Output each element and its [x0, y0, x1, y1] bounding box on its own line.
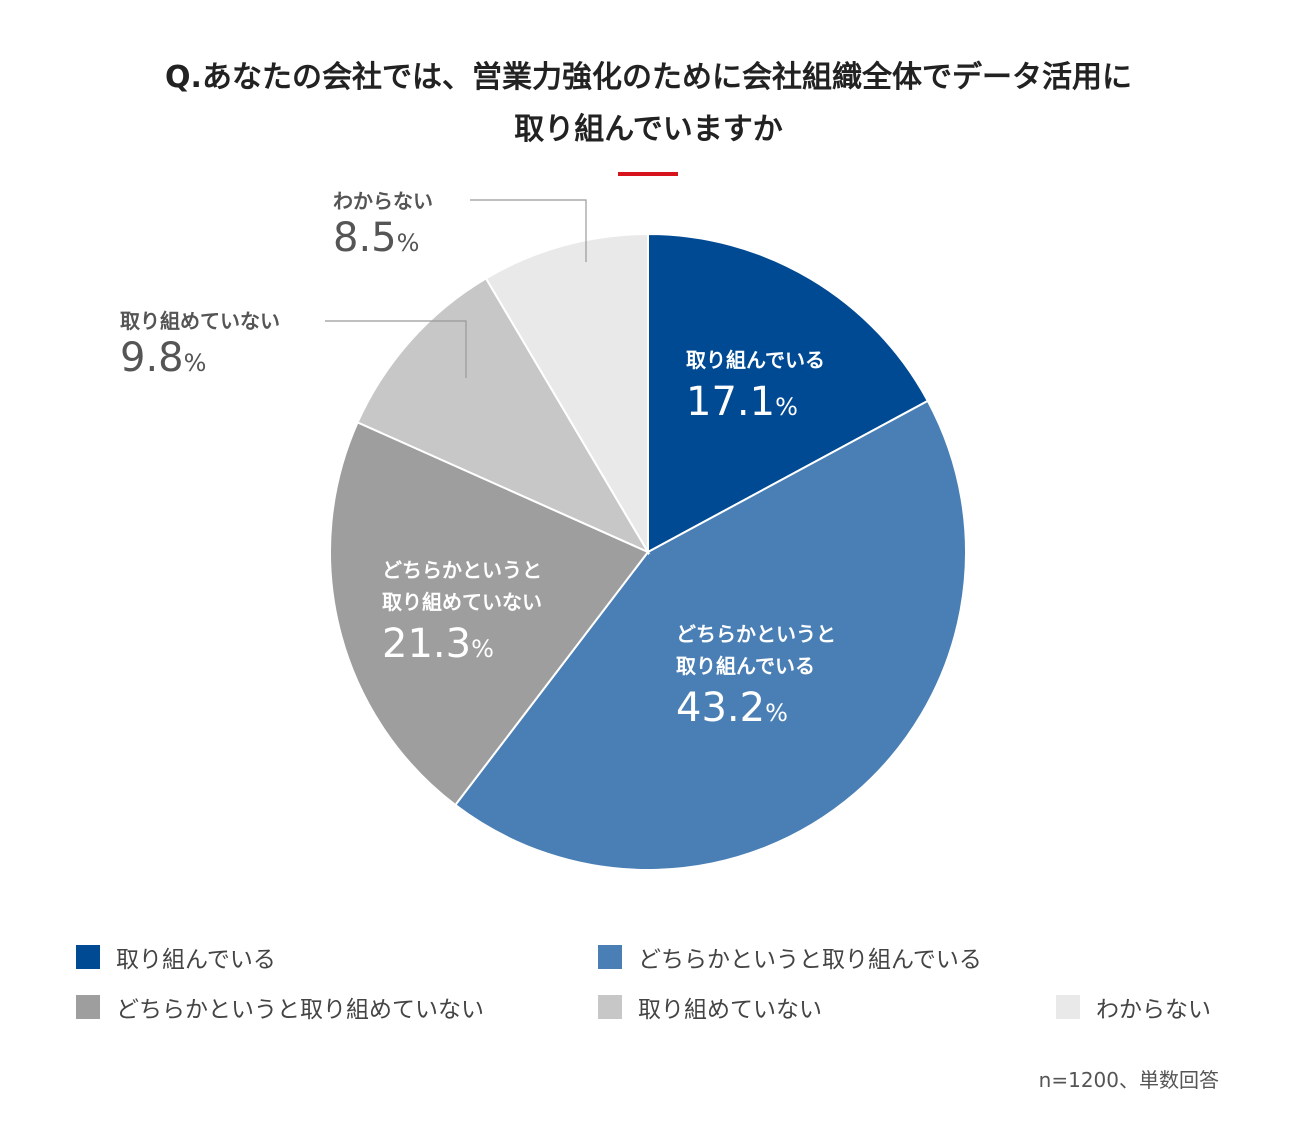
- slice-label-2-value: 21.3%: [382, 621, 494, 667]
- pie-slice-2: [329, 421, 650, 807]
- legend-swatch-4: [1056, 995, 1080, 1019]
- callout-label-4: わからない 8.5%: [333, 188, 433, 267]
- leader-line-4: [470, 199, 587, 262]
- slice-label-2-name-2: 取り組めていない: [382, 590, 542, 614]
- footnote: n=1200、単数回答: [1038, 1068, 1219, 1092]
- pie-slice-0: [647, 232, 930, 554]
- slice-label-0-value: 17.1%: [686, 379, 798, 425]
- pie-slice-1: [453, 399, 967, 871]
- pie-slice-4: [484, 232, 649, 556]
- legend-item-0: 取り組んでいる: [76, 940, 276, 974]
- leader-line-3: [325, 320, 467, 378]
- legend-label-2: どちらかというと取り組めていない: [116, 997, 484, 1023]
- legend-item-4: わからない: [1056, 990, 1211, 1024]
- legend-item-1: どちらかというと取り組んでいる: [598, 940, 982, 974]
- callout-label-4-name: わからない: [333, 189, 433, 213]
- legend-item-3: 取り組めていない: [598, 990, 822, 1024]
- slice-label-1-value: 43.2%: [676, 685, 788, 731]
- title-accent-bar: [618, 172, 678, 176]
- slice-label-1-name-2: 取り組んでいる: [676, 654, 815, 678]
- slice-label-2: どちらかというと 取り組めていない 21.3%: [382, 554, 542, 675]
- legend-swatch-3: [598, 995, 622, 1019]
- legend-label-3: 取り組めていない: [638, 997, 822, 1023]
- legend-swatch-1: [598, 945, 622, 969]
- legend-label-0: 取り組んでいる: [116, 947, 276, 973]
- legend-label-1: どちらかというと取り組んでいる: [638, 947, 982, 973]
- legend-swatch-0: [76, 945, 100, 969]
- chart-title-line-2: 取り組んでいますか: [514, 112, 783, 147]
- legend-swatch-2: [76, 995, 100, 1019]
- chart-title: Q.あなたの会社では、営業力強化のために会社組織全体でデータ活用に 取り組んでい…: [0, 52, 1297, 156]
- callout-label-4-value: 8.5%: [333, 215, 420, 261]
- slice-label-2-name-1: どちらかというと: [382, 558, 542, 582]
- callout-label-3-name: 取り組めていない: [120, 309, 280, 333]
- slice-label-1: どちらかというと 取り組んでいる 43.2%: [676, 618, 836, 739]
- legend-label-4: わからない: [1096, 997, 1211, 1023]
- slice-label-0: 取り組んでいる 17.1%: [686, 344, 825, 433]
- callout-label-3: 取り組めていない 9.8%: [120, 308, 280, 387]
- legend-item-2: どちらかというと取り組めていない: [76, 990, 484, 1024]
- slice-label-0-name: 取り組んでいる: [686, 348, 825, 372]
- callout-label-3-value: 9.8%: [120, 335, 207, 381]
- pie-slice-3: [356, 277, 651, 555]
- chart-title-line-1: Q.あなたの会社では、営業力強化のために会社組織全体でデータ活用に: [165, 60, 1132, 95]
- slice-label-1-name-1: どちらかというと: [676, 622, 836, 646]
